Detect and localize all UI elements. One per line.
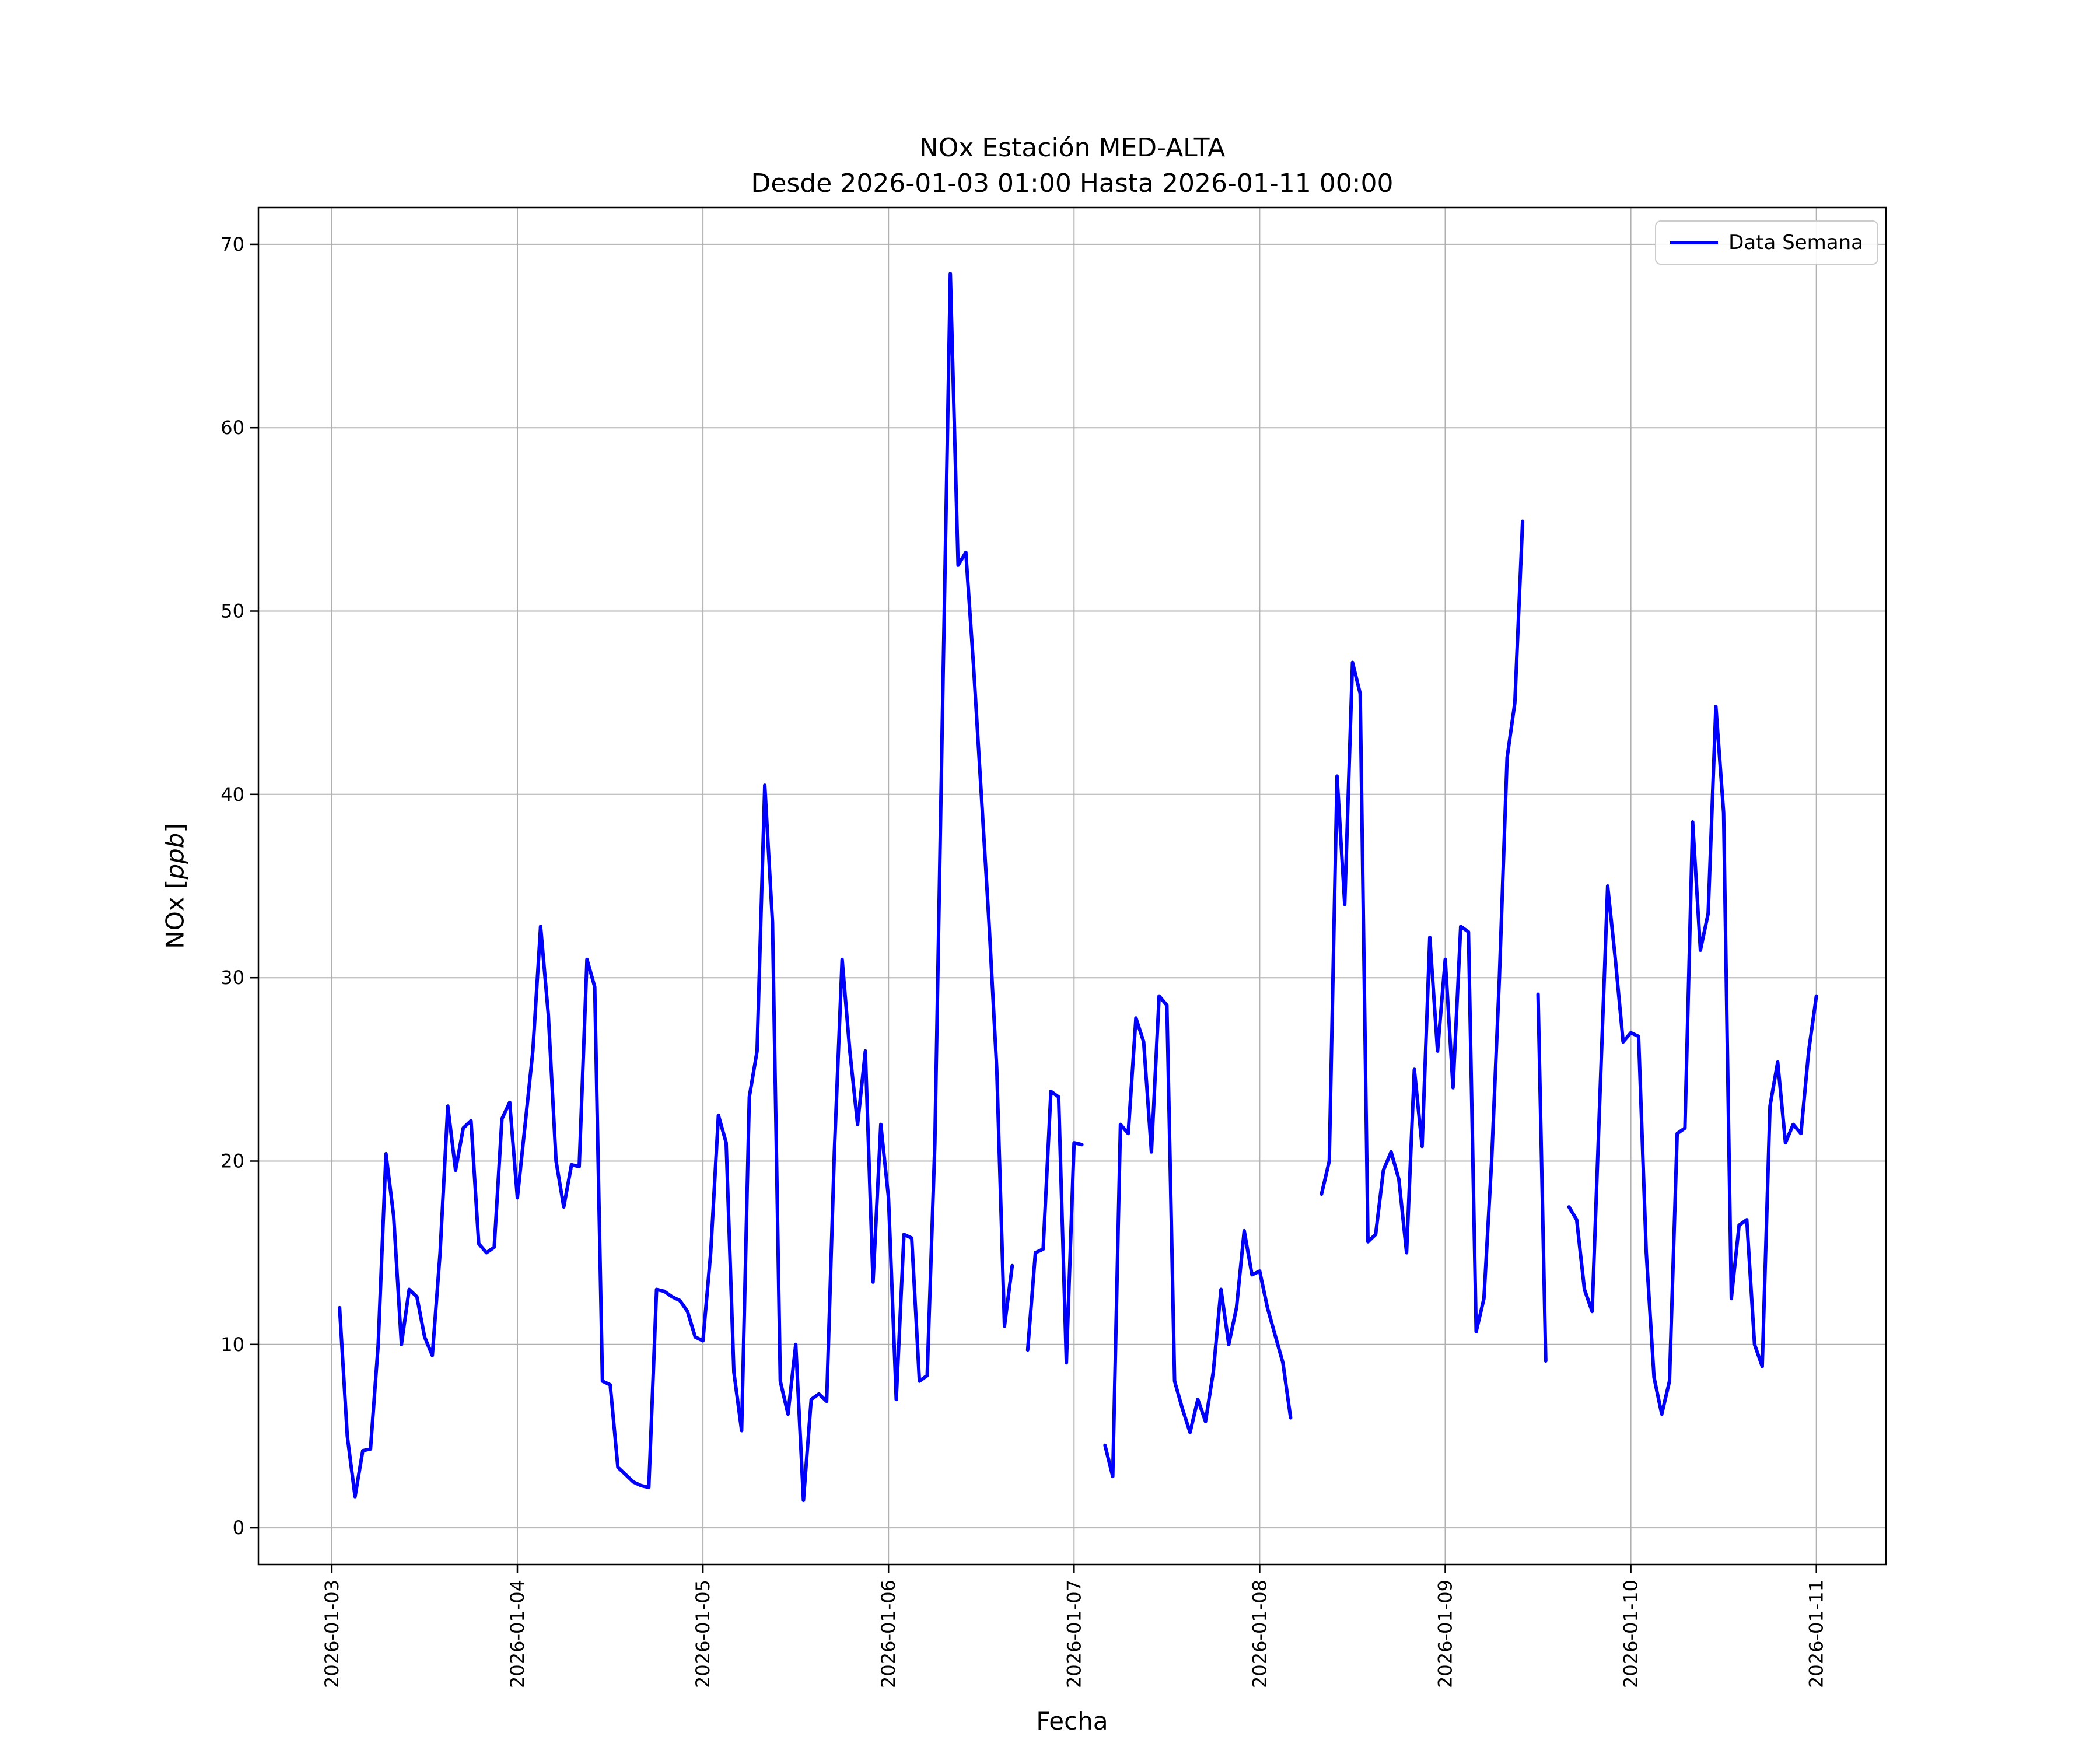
x-tick-label: 2026-01-04 — [506, 1580, 528, 1688]
y-axis-ticks: 0 10 20 30 40 50 60 70 — [220, 233, 258, 1539]
series-line — [338, 272, 1818, 1502]
x-axis-ticks: 2026-01-03 2026-01-04 2026-01-05 2026-01-06… — [321, 1564, 1828, 1688]
y-axis-label: NOx [ppb] — [161, 823, 190, 949]
axes-spines — [257, 206, 1887, 1566]
y-axis-label-unit: ppb — [160, 832, 190, 880]
y-tick-label: 30 — [220, 967, 244, 989]
y-tick-label: 0 — [233, 1517, 244, 1539]
chart-title: NOx Estación MED-ALTA Desde 2026-01-03 0… — [258, 131, 1886, 201]
x-tick-label: 2026-01-08 — [1248, 1580, 1270, 1688]
legend-label: Data Semana — [1728, 231, 1863, 254]
x-tick-label: 2026-01-11 — [1805, 1580, 1828, 1688]
y-tick-label: 10 — [220, 1334, 244, 1356]
legend: Data Semana — [1655, 220, 1878, 265]
y-tick-label: 50 — [220, 600, 244, 622]
y-tick-label: 20 — [220, 1150, 244, 1172]
x-tick-label: 2026-01-03 — [321, 1580, 343, 1688]
x-tick-label: 2026-01-06 — [877, 1580, 900, 1688]
data-series — [338, 272, 1818, 1502]
grid-lines — [258, 208, 1886, 1564]
x-tick-label: 2026-01-07 — [1063, 1580, 1085, 1688]
x-axis-label: Fecha — [1036, 1707, 1108, 1735]
x-tick-label: 2026-01-05 — [692, 1580, 714, 1688]
y-axis-label-suffix: ] — [160, 823, 190, 833]
x-tick-label: 2026-01-09 — [1434, 1580, 1457, 1688]
legend-line-sample — [1670, 241, 1718, 244]
y-tick-label: 70 — [220, 233, 244, 256]
chart-title-line2: Desde 2026-01-03 01:00 Hasta 2026-01-11 … — [751, 168, 1394, 198]
x-tick-label: 2026-01-10 — [1620, 1580, 1642, 1688]
y-tick-label: 40 — [220, 783, 244, 806]
chart-title-line1: NOx Estación MED-ALTA — [919, 133, 1226, 163]
y-tick-label: 60 — [220, 416, 244, 439]
y-axis-label-prefix: NOx [ — [160, 879, 190, 949]
